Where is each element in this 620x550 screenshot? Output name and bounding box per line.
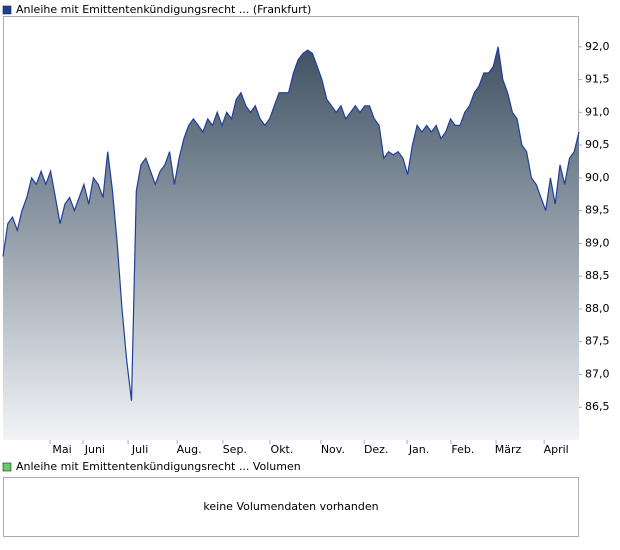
x-tick-label: Juni [84, 443, 105, 456]
x-tick-label: Aug. [177, 443, 202, 456]
x-tick-label: Sep. [223, 443, 247, 456]
x-tick-label: Dez. [364, 443, 389, 456]
x-tick-label: Okt. [271, 443, 294, 456]
volume-frame [3, 477, 579, 537]
volume-message: keine Volumendaten vorhanden [203, 500, 378, 513]
y-tick-label: 91,5 [585, 73, 610, 86]
x-tick-label: Nov. [321, 443, 345, 456]
y-tick-label: 90,0 [585, 171, 610, 184]
y-tick-label: 90,5 [585, 138, 610, 151]
legend-label: Anleihe mit Emittentenkündigungsrecht ..… [16, 3, 311, 16]
y-tick-label: 92,0 [585, 40, 610, 53]
legend-swatch [2, 5, 12, 15]
x-tick-label: Juli [131, 443, 148, 456]
legend-swatch [2, 462, 12, 472]
y-tick-label: 89,0 [585, 236, 610, 249]
legend-label: Anleihe mit Emittentenkündigungsrecht ..… [16, 460, 301, 473]
price-line [2, 46, 580, 401]
x-tick-label: März [495, 443, 522, 456]
y-tick-label: 86,5 [585, 400, 610, 413]
x-tick-label: Feb. [451, 443, 474, 456]
y-tick-label: 89,5 [585, 204, 610, 217]
y-tick-label: 87,0 [585, 367, 610, 380]
area-fill [3, 46, 579, 441]
y-tick-label: 88,5 [585, 269, 610, 282]
y-tick-label: 87,5 [585, 335, 610, 348]
x-tick-label: Mai [52, 443, 71, 456]
x-tick-label: Jan. [408, 443, 429, 456]
y-tick-label: 88,0 [585, 302, 610, 315]
x-tick-label: April [544, 443, 569, 456]
y-tick-label: 91,0 [585, 105, 610, 118]
